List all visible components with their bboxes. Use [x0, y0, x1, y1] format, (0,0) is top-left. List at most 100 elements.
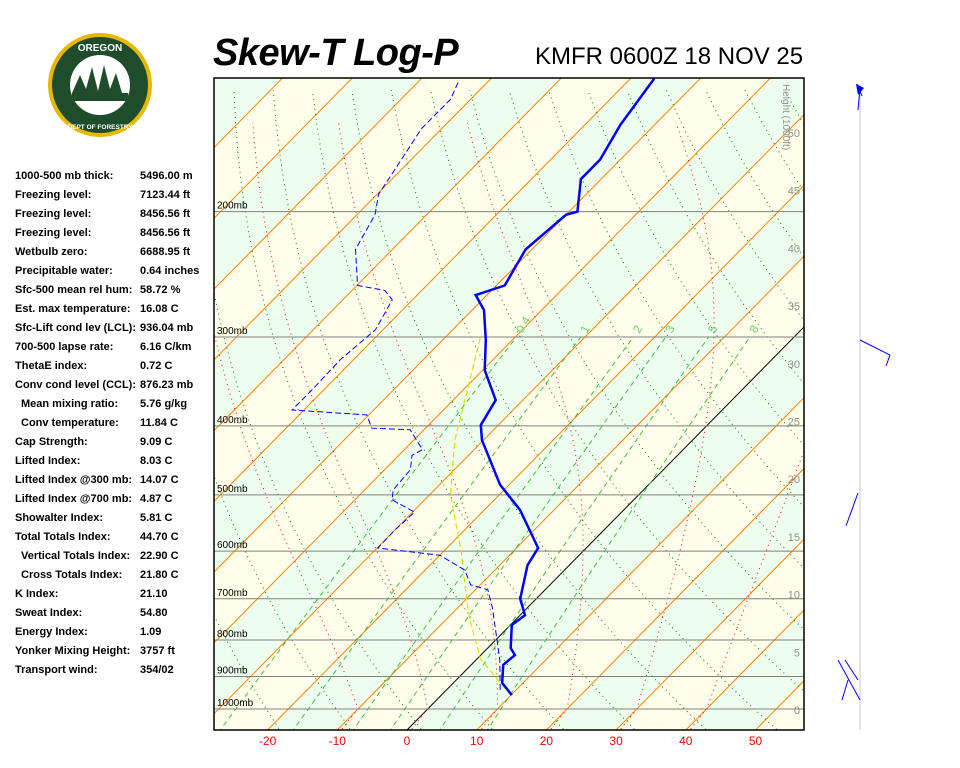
stat-value: 6.16 C/km	[140, 341, 192, 353]
stat-label: Cap Strength:	[15, 436, 88, 448]
isotherm	[336, 255, 804, 730]
stat-value: 14.07 C	[140, 474, 179, 486]
stat-label: Lifted Index @700 mb:	[15, 493, 133, 505]
stat-value: 3757 ft	[140, 645, 175, 657]
wind-barb	[845, 492, 859, 527]
stat-value: 8.03 C	[140, 455, 173, 467]
stat-value: 5496.00 m	[140, 170, 193, 182]
temperature-tick-label: 10	[470, 734, 484, 748]
height-tick-label: 30	[788, 359, 800, 371]
isotherm	[214, 78, 702, 573]
stat-value: 7123.44 ft	[140, 189, 191, 201]
temperature-band	[823, 67, 960, 733]
stat-value: 5.76 g/kg	[140, 398, 188, 410]
stat-row: Sweat Index: 54.80	[15, 607, 199, 626]
height-tick-label: 40	[788, 243, 800, 255]
dry-adiabat	[942, 90, 960, 733]
temperature-trace	[473, 78, 656, 696]
oregon-dept-forestry-logo: OREGON DEPT OF FORESTRY	[48, 33, 152, 137]
isotherm	[214, 113, 804, 715]
wind-pennant	[856, 84, 864, 95]
stat-value: 22.90 C	[140, 550, 179, 562]
isotherm	[822, 66, 960, 732]
sounding-indices-panel: 1000-500 mb thick: 5496.00 m Freezing leve…	[15, 170, 199, 683]
stat-row: K Index: 21.10	[15, 588, 199, 607]
stat-label: ThetaE index:	[15, 360, 88, 372]
height-tick-label: 5	[794, 647, 800, 659]
stat-row: Vertical Totals Index: 22.90 C	[15, 550, 199, 569]
stat-value: 11.84 C	[140, 417, 178, 429]
isotherm	[0, 66, 85, 732]
dewpoint-trace	[290, 80, 501, 690]
stat-label: Freezing level:	[15, 208, 92, 220]
wind-barb	[859, 339, 891, 356]
stat-label: Vertical Totals Index:	[21, 550, 131, 562]
stat-row: Freezing level: 8456.56 ft	[15, 227, 199, 246]
stat-value: 21.80 C	[140, 569, 179, 581]
isobar-label: 900mb	[217, 665, 248, 676]
temperature-tick-label: 0	[404, 734, 411, 748]
stat-row: Est. max temperature: 16.08 C	[15, 303, 199, 322]
isobar-label: 400mb	[217, 415, 248, 426]
stat-label: Transport wind:	[15, 664, 98, 676]
stat-label: Lifted Index:	[15, 455, 81, 467]
stat-label: Showalter Index:	[15, 512, 104, 524]
temperature-band	[0, 67, 224, 733]
isotherm	[545, 467, 804, 730]
stat-row: ThetaE index: 0.72 C	[15, 360, 199, 379]
wind-barb	[837, 659, 861, 701]
dry-adiabat	[508, 90, 804, 569]
wind-barb	[841, 679, 849, 701]
mixing-ratio-line	[292, 336, 582, 730]
stat-row: Sfc-Lift cond lev (LCL): 936.04 mb	[15, 322, 199, 341]
station-time-label: KMFR 0600Z 18 NOV 25	[535, 43, 804, 70]
isotherm	[214, 78, 632, 503]
stat-label: Wetbulb zero:	[15, 246, 88, 258]
isotherm	[214, 78, 772, 644]
height-tick-label: 10	[788, 590, 800, 602]
dry-adiabat	[783, 89, 804, 126]
stat-label: Conv temperature:	[21, 417, 119, 429]
isotherm	[892, 66, 960, 732]
stat-label: Yonker Mixing Height:	[15, 645, 131, 657]
height-axis-label: Height (1000ft)	[780, 84, 791, 150]
stat-label: Freezing level:	[15, 189, 92, 201]
temperature-band	[0, 67, 15, 733]
isobar-label: 500mb	[217, 484, 248, 495]
stat-row: Conv temperature: 11.84 C	[15, 417, 199, 436]
svg-text:OREGON: OREGON	[78, 43, 122, 54]
isobar-label: 800mb	[217, 629, 248, 640]
temperature-band	[0, 67, 155, 733]
stat-value: 8456.56 ft	[140, 227, 191, 239]
parcel-trace	[449, 336, 513, 696]
temperature-tick-label: 40	[679, 734, 693, 748]
stat-value: 0.64 inches	[140, 265, 200, 277]
isotherm	[0, 66, 224, 732]
stat-value: 16.08 C	[140, 303, 179, 315]
height-tick-label: 35	[788, 301, 800, 313]
wind-barb	[844, 659, 859, 681]
stat-row: Cross Totals Index: 21.80 C	[15, 569, 199, 588]
zero-isotherm	[406, 326, 804, 730]
moist-adiabat	[619, 122, 715, 730]
height-tick-label: 0	[794, 705, 800, 717]
mixing-ratio-line	[219, 336, 517, 730]
isotherm	[0, 66, 15, 732]
mixing-ratio-line	[352, 336, 634, 730]
stat-label: Sfc-500 mean rel hum:	[15, 284, 133, 296]
stat-value: 936.04 mb	[140, 322, 194, 334]
svg-text:DEPT OF FORESTRY: DEPT OF FORESTRY	[67, 124, 133, 131]
temperature-band	[214, 78, 804, 714]
height-tick-label: 50	[788, 128, 800, 140]
height-tick-label: 45	[788, 186, 800, 198]
temperature-tick-label: -10	[329, 734, 347, 748]
dry-adiabat	[863, 90, 960, 733]
temperature-tick-label: 20	[540, 734, 554, 748]
stat-label: Est. max temperature:	[15, 303, 131, 315]
stat-row: Lifted Index @700 mb: 4.87 C	[15, 493, 199, 512]
temperature-tick-label: -20	[259, 734, 277, 748]
moist-adiabat	[252, 122, 429, 730]
mixing-ratio-line	[389, 336, 667, 730]
stat-value: 21.10	[140, 588, 168, 600]
